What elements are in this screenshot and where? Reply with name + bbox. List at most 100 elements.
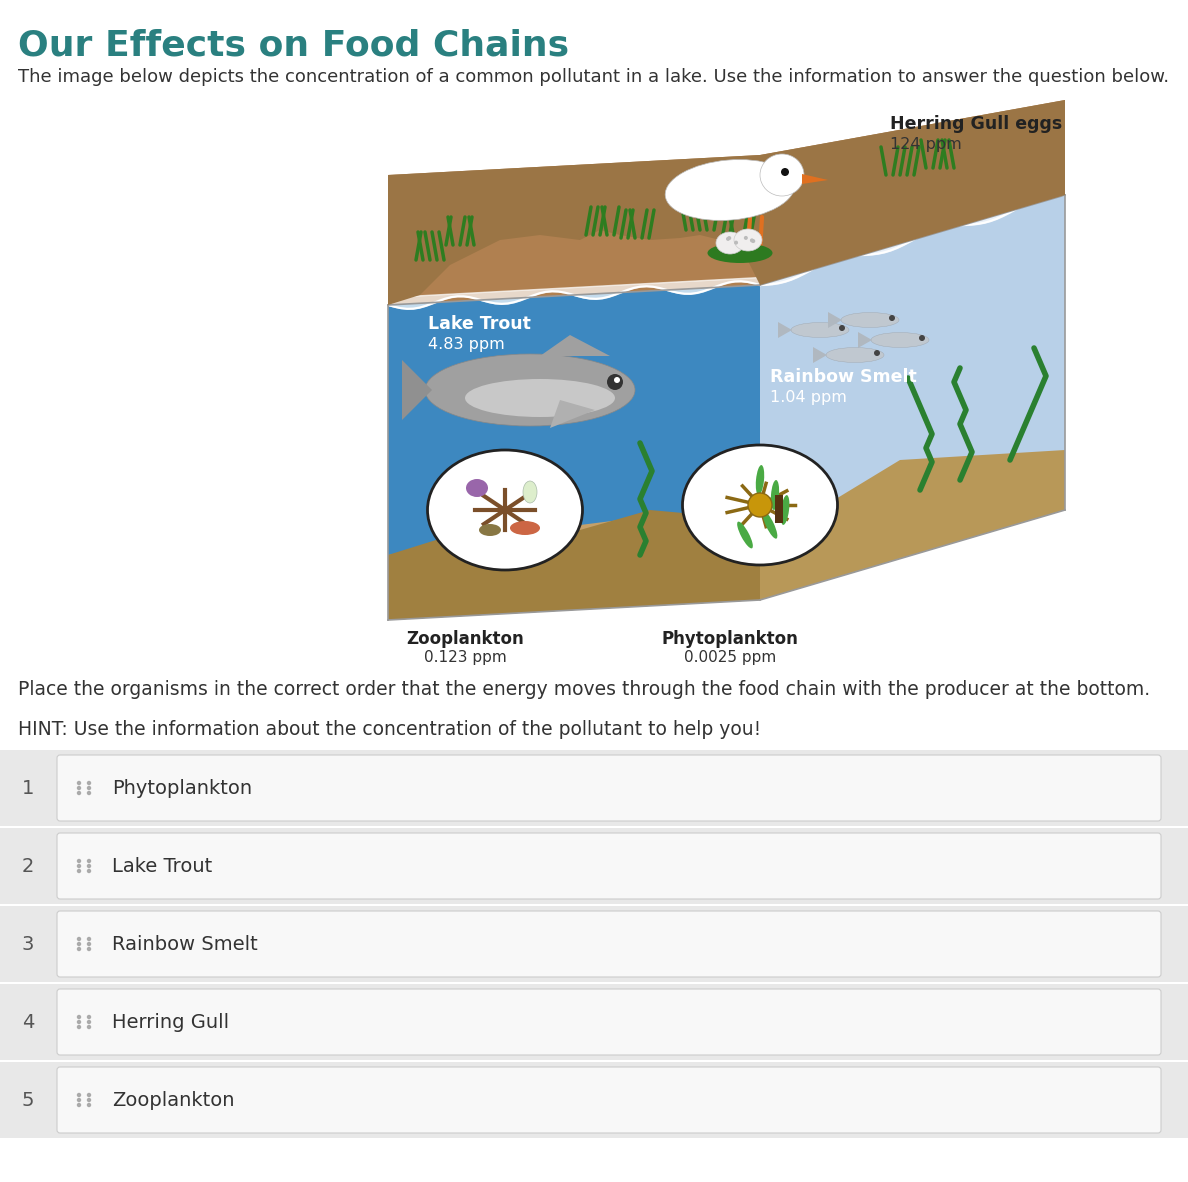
Polygon shape [778,322,792,338]
Ellipse shape [760,154,804,196]
Text: 4: 4 [21,1013,34,1032]
Circle shape [607,374,623,390]
Polygon shape [760,195,1064,600]
Ellipse shape [523,481,537,504]
FancyBboxPatch shape [57,755,1161,821]
Circle shape [87,1025,91,1030]
Bar [775,495,783,522]
Circle shape [77,1093,81,1097]
Polygon shape [388,520,760,621]
Ellipse shape [682,444,838,565]
Circle shape [77,859,81,863]
Circle shape [77,1015,81,1019]
Circle shape [87,869,91,873]
Text: Herring Gull eggs: Herring Gull eggs [890,115,1062,134]
Text: The image below depicts the concentration of a common pollutant in a lake. Use t: The image below depicts the concentratio… [18,69,1169,86]
Ellipse shape [466,479,488,496]
Text: Lake Trout: Lake Trout [428,314,531,333]
Ellipse shape [465,379,615,417]
Circle shape [87,781,91,785]
Text: 0.123 ppm: 0.123 ppm [424,650,506,665]
Text: Place the organisms in the correct order that the energy moves through the food : Place the organisms in the correct order… [18,680,1150,699]
Polygon shape [388,509,760,621]
Circle shape [723,236,727,240]
Ellipse shape [708,243,772,264]
Circle shape [87,864,91,869]
Circle shape [87,791,91,795]
Circle shape [77,791,81,795]
Circle shape [87,937,91,941]
Circle shape [77,781,81,785]
FancyBboxPatch shape [0,751,1188,826]
Circle shape [87,1098,91,1102]
Text: 5: 5 [21,1091,34,1110]
FancyBboxPatch shape [0,1061,1188,1138]
Text: 2: 2 [21,857,34,876]
Polygon shape [858,332,872,348]
Circle shape [87,1020,91,1024]
FancyBboxPatch shape [0,905,1188,982]
Circle shape [77,1025,81,1030]
Text: 124 ppm: 124 ppm [890,137,962,152]
Ellipse shape [716,232,744,254]
Polygon shape [760,450,1064,600]
Circle shape [874,350,880,356]
Polygon shape [402,361,432,420]
Text: 1: 1 [21,779,34,798]
Circle shape [77,869,81,873]
Circle shape [77,937,81,941]
Ellipse shape [826,348,884,363]
Polygon shape [388,285,760,621]
Circle shape [87,786,91,791]
Circle shape [614,377,620,383]
Ellipse shape [734,229,762,251]
Circle shape [77,1098,81,1102]
Text: Rainbow Smelt: Rainbow Smelt [112,935,258,954]
Ellipse shape [510,521,541,535]
Circle shape [747,236,752,240]
Ellipse shape [766,511,775,540]
Circle shape [87,1015,91,1019]
Polygon shape [828,312,842,327]
Circle shape [781,168,789,176]
Ellipse shape [871,332,929,348]
Circle shape [77,947,81,952]
Circle shape [87,1093,91,1097]
Circle shape [723,242,728,247]
Circle shape [77,942,81,947]
FancyBboxPatch shape [57,833,1161,900]
Circle shape [748,493,772,517]
Polygon shape [541,335,609,356]
Text: Zooplankton: Zooplankton [112,1091,234,1110]
Circle shape [729,243,733,247]
Circle shape [920,335,925,340]
Ellipse shape [738,521,753,548]
FancyBboxPatch shape [0,829,1188,904]
Text: Zooplankton: Zooplankton [406,630,524,648]
Text: 1.04 ppm: 1.04 ppm [770,390,847,405]
Circle shape [87,1103,91,1108]
Ellipse shape [672,176,757,201]
Text: Phytoplankton: Phytoplankton [662,630,798,648]
FancyBboxPatch shape [57,911,1161,978]
Ellipse shape [841,312,899,327]
Circle shape [87,859,91,863]
Text: 4.83 ppm: 4.83 ppm [428,337,505,352]
Ellipse shape [428,450,582,570]
Circle shape [77,864,81,869]
Text: Rainbow Smelt: Rainbow Smelt [770,368,917,387]
Circle shape [839,325,845,331]
Circle shape [889,314,895,322]
Ellipse shape [479,524,501,535]
Polygon shape [388,285,760,621]
Polygon shape [813,348,827,363]
Circle shape [87,947,91,952]
Ellipse shape [756,465,764,495]
Polygon shape [802,174,828,184]
Ellipse shape [665,160,795,220]
Polygon shape [388,100,1064,305]
Text: HINT: Use the information about the concentration of the pollutant to help you!: HINT: Use the information about the conc… [18,720,762,739]
Ellipse shape [425,353,636,426]
Polygon shape [388,100,1064,305]
Polygon shape [550,400,595,428]
